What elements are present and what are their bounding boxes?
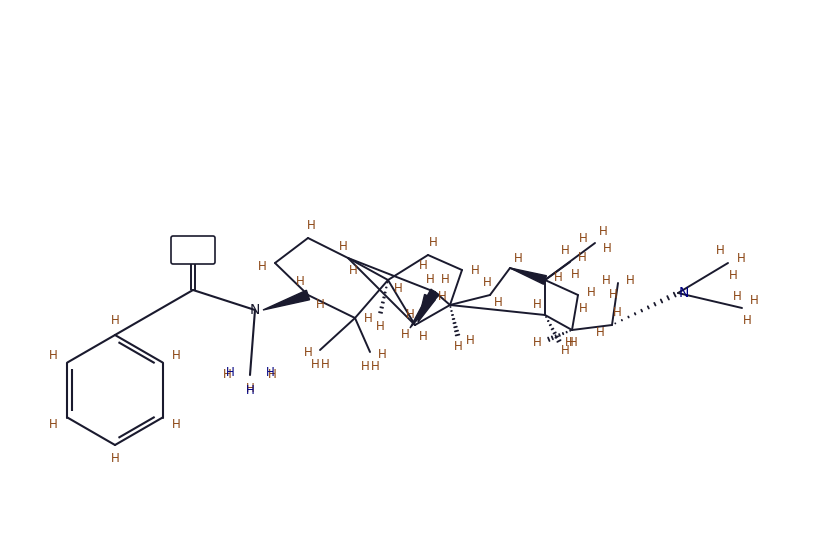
Text: H: H <box>564 336 574 349</box>
Text: H: H <box>304 347 312 360</box>
Text: H: H <box>736 251 746 264</box>
Text: H: H <box>514 251 523 264</box>
Text: H: H <box>729 269 737 282</box>
Text: H: H <box>376 319 384 332</box>
Text: H: H <box>560 344 569 358</box>
Text: H: H <box>742 313 752 326</box>
Text: H: H <box>560 244 569 257</box>
Text: H: H <box>223 368 232 381</box>
Text: H: H <box>599 225 607 238</box>
Text: H: H <box>406 308 414 322</box>
Text: H: H <box>716 244 725 257</box>
Text: H: H <box>245 383 255 396</box>
Text: H: H <box>316 299 324 312</box>
Text: N: N <box>250 303 261 317</box>
Text: H: H <box>483 276 491 288</box>
Text: H: H <box>268 368 276 381</box>
Text: H: H <box>393 282 402 294</box>
Text: H: H <box>418 330 428 343</box>
Text: H: H <box>418 258 428 271</box>
Text: H: H <box>349 263 357 276</box>
Text: H: H <box>245 385 255 397</box>
Text: H: H <box>371 360 379 372</box>
Text: H: H <box>110 452 119 465</box>
Text: Abs: Abs <box>181 244 205 257</box>
Text: H: H <box>554 270 563 283</box>
Text: H: H <box>533 336 541 349</box>
Text: H: H <box>438 290 447 304</box>
Text: H: H <box>306 219 316 232</box>
Text: H: H <box>570 268 579 281</box>
Text: H: H <box>595 326 605 340</box>
Text: H: H <box>466 334 474 347</box>
Text: H: H <box>361 360 369 372</box>
Text: H: H <box>602 274 610 287</box>
Text: H: H <box>613 306 621 319</box>
Text: H: H <box>587 286 595 299</box>
Polygon shape <box>510 268 546 284</box>
Text: H: H <box>471 263 479 276</box>
Text: H: H <box>296 275 305 288</box>
Text: H: H <box>266 366 275 379</box>
Text: N: N <box>679 286 689 300</box>
Text: H: H <box>579 301 587 314</box>
Text: H: H <box>569 336 577 349</box>
Text: H: H <box>579 232 587 245</box>
Polygon shape <box>418 294 435 322</box>
Text: H: H <box>609 288 617 301</box>
Text: H: H <box>311 358 319 371</box>
Text: H: H <box>110 314 119 328</box>
Text: H: H <box>172 349 181 362</box>
Text: H: H <box>603 241 611 255</box>
Polygon shape <box>263 290 310 310</box>
Text: H: H <box>321 358 329 371</box>
Text: H: H <box>49 418 58 431</box>
Text: H: H <box>363 312 372 324</box>
Text: H: H <box>625 274 635 287</box>
Text: H: H <box>441 272 449 286</box>
Text: H: H <box>339 239 347 252</box>
Text: H: H <box>533 299 541 312</box>
Text: H: H <box>225 366 235 379</box>
Text: H: H <box>493 296 503 310</box>
Text: H: H <box>377 348 387 361</box>
Polygon shape <box>410 289 439 328</box>
Text: H: H <box>401 329 409 342</box>
Text: H: H <box>732 289 741 302</box>
Text: H: H <box>750 294 758 306</box>
Text: H: H <box>426 272 434 286</box>
FancyBboxPatch shape <box>171 236 215 264</box>
Text: H: H <box>172 418 181 431</box>
Text: H: H <box>428 235 438 249</box>
Text: H: H <box>578 251 586 263</box>
Text: H: H <box>258 259 266 272</box>
Text: H: H <box>453 341 463 354</box>
Text: H: H <box>49 349 58 362</box>
